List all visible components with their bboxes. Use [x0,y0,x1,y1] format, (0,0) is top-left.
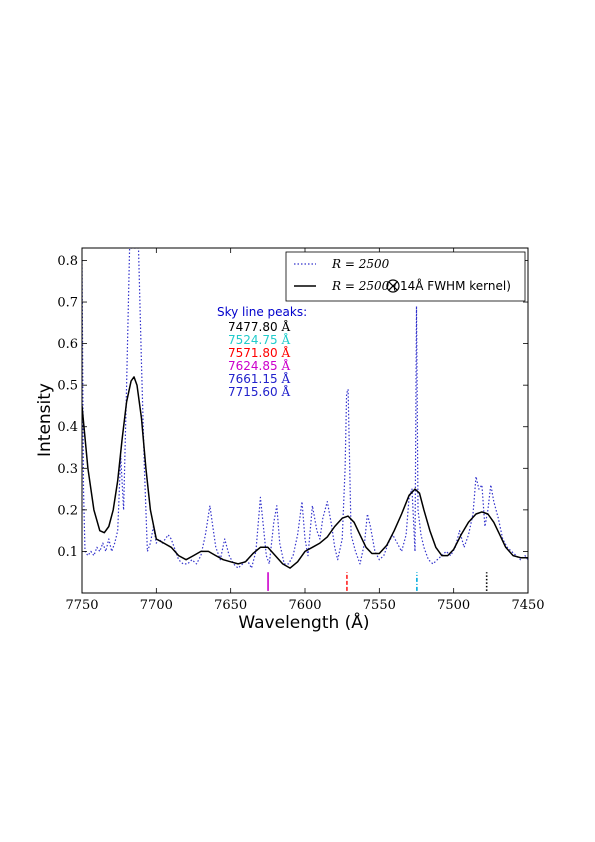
series-raw-dotted-line [82,248,528,569]
y-axis-title: Intensity [35,383,55,457]
legend: R = 2500 R = 2500 ( 14Å FWHM kernel) [285,251,526,302]
peak-value-0: 7477.80 Å [228,319,290,334]
x-axis-title: Wavelength (Å) [238,611,369,633]
convolution-icon [386,279,400,293]
y-tick-label: 0.6 [57,337,78,352]
y-tick-label: 0.7 [57,296,78,311]
peak-value-5: 7715.60 Å [228,384,290,399]
x-tick-label: 7650 [214,598,247,613]
x-tick-label: 7700 [140,598,173,613]
y-tick-label: 0.4 [57,420,78,435]
x-tick-label: 7600 [288,598,321,613]
peak-value-3: 7624.85 Å [228,358,290,373]
x-tick-label: 7550 [363,598,396,613]
peak-value-4: 7661.15 Å [228,371,290,386]
legend-box [285,251,526,302]
legend-label-solid-text: 14Å FWHM kernel) [400,278,511,293]
peaks-title: Sky line peaks: [217,305,307,319]
x-tick-label: 7750 [65,598,98,613]
y-tick-label: 0.2 [57,503,78,518]
x-tick-label: 7500 [437,598,470,613]
legend-label-solid-math: R = 2500 ( [331,279,398,293]
peak-value-1: 7524.75 Å [228,332,290,347]
legend-label-dotted: R = 2500 [331,257,390,271]
peak-markers [267,572,488,591]
peak-value-2: 7571.80 Å [228,345,290,360]
series-convolved-line [82,376,528,569]
y-tick-label: 0.1 [57,545,78,560]
y-tick-label: 0.8 [57,254,78,269]
x-tick-label: 7450 [511,598,544,613]
y-tick-label: 0.3 [57,462,78,477]
series-layer [82,248,528,569]
y-tick-label: 0.5 [57,379,78,394]
ticks: 7750 7700 7650 7600 7550 7500 7450 0.1 0.2 0.3 0.4… [57,248,545,613]
